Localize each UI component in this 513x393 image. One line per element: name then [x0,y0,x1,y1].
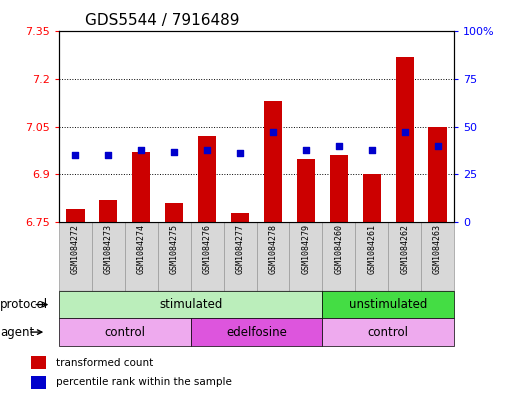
Bar [125,222,158,291]
Bar [198,136,216,222]
Point [302,147,310,153]
Text: control: control [368,325,409,339]
Text: GSM1084262: GSM1084262 [400,224,409,274]
Bar [59,222,92,291]
Bar [165,203,183,222]
Text: GDS5544 / 7916489: GDS5544 / 7916489 [85,13,239,28]
Bar [191,222,224,291]
Bar [289,222,322,291]
Text: GSM1084274: GSM1084274 [137,224,146,274]
Bar [388,222,421,291]
Bar [132,152,150,222]
Text: GSM1084278: GSM1084278 [268,224,278,274]
Bar [355,222,388,291]
Bar [59,318,191,346]
Text: GSM1084260: GSM1084260 [334,224,343,274]
Bar [363,174,381,222]
Bar [396,57,413,222]
Bar [297,158,315,222]
Text: GSM1084263: GSM1084263 [433,224,442,274]
Bar [264,101,282,222]
Bar [421,222,454,291]
Bar [31,356,46,369]
Point [137,147,145,153]
Text: transformed count: transformed count [56,358,154,368]
Bar [92,222,125,291]
Bar [322,291,454,318]
Text: GSM1084275: GSM1084275 [170,224,179,274]
Text: edelfosine: edelfosine [226,325,287,339]
Bar [428,127,447,222]
Text: stimulated: stimulated [159,298,222,311]
Point [401,129,409,136]
Text: GSM1084276: GSM1084276 [203,224,212,274]
Point [334,143,343,149]
Point [368,147,376,153]
Bar [322,318,454,346]
Bar [330,155,348,222]
Bar [59,291,322,318]
Point [71,152,80,158]
Bar [256,222,289,291]
Text: GSM1084261: GSM1084261 [367,224,376,274]
Text: percentile rank within the sample: percentile rank within the sample [56,377,232,387]
Text: control: control [104,325,145,339]
Bar [191,318,322,346]
Text: GSM1084279: GSM1084279 [301,224,310,274]
Bar [100,200,117,222]
Bar [322,222,355,291]
Text: unstimulated: unstimulated [349,298,427,311]
Bar [31,376,46,389]
Point [203,147,211,153]
Text: GSM1084273: GSM1084273 [104,224,113,274]
Point [433,143,442,149]
Point [104,152,112,158]
Bar [158,222,191,291]
Bar [224,222,256,291]
Bar [66,209,85,222]
Point [170,149,179,155]
Text: GSM1084277: GSM1084277 [235,224,245,274]
Bar [231,213,249,222]
Text: protocol: protocol [0,298,48,311]
Point [236,150,244,156]
Text: GSM1084272: GSM1084272 [71,224,80,274]
Text: agent: agent [0,325,34,339]
Point [269,129,277,136]
